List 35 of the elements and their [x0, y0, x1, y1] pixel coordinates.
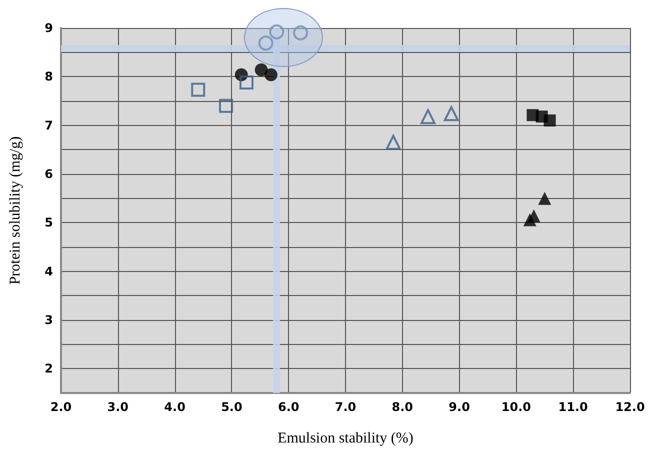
x-axis-title: Emulsion stability (%) [278, 430, 414, 446]
y-tick-label: 9 [44, 21, 53, 35]
point [386, 134, 401, 150]
y-tick-label: 5 [44, 216, 53, 230]
y-tick-label: 4 [44, 264, 53, 278]
x-tick-label: 10.0 [501, 400, 532, 414]
y-tick-label: 7 [44, 118, 53, 132]
x-tick-label: 7.0 [334, 400, 356, 414]
y-axis-title: Protein solubility (mg/g) [8, 136, 24, 285]
point [293, 25, 308, 40]
point [269, 24, 284, 40]
x-tick-label: 9.0 [448, 400, 470, 414]
point [444, 106, 459, 122]
point [239, 76, 254, 90]
x-tick-label: 6.0 [278, 400, 300, 414]
point [219, 98, 234, 113]
point [538, 192, 552, 205]
y-tick-label: 3 [44, 313, 53, 327]
y-tick-label: 6 [44, 167, 53, 181]
point [191, 82, 206, 97]
point [254, 63, 268, 76]
x-tick-label: 4.0 [164, 400, 186, 414]
y-tick-label: 8 [44, 70, 53, 84]
x-tick-label: 3.0 [107, 400, 129, 414]
x-tick-label: 8.0 [392, 400, 414, 414]
x-tick-label: 5.0 [221, 400, 242, 414]
x-tick-label: 2.0 [50, 400, 72, 414]
point [420, 109, 436, 124]
point [523, 213, 536, 226]
point [264, 68, 278, 82]
x-tick-label: 11.0 [558, 400, 588, 414]
x-tick-label: 12.0 [615, 400, 645, 414]
y-tick-label: 2 [44, 362, 53, 376]
point [544, 114, 556, 126]
point [258, 36, 274, 51]
